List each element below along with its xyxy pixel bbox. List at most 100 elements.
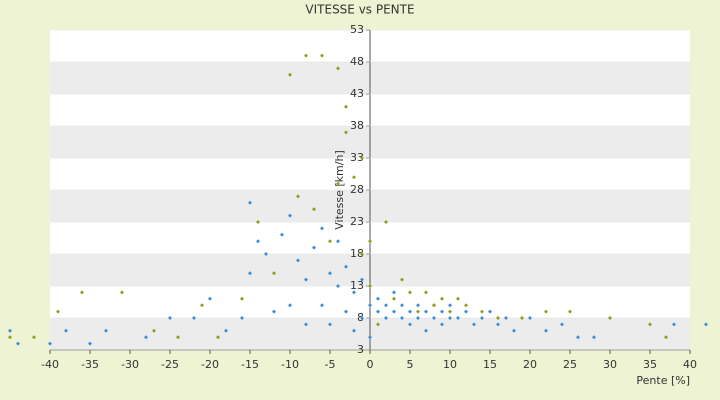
point bbox=[400, 277, 404, 282]
point bbox=[480, 309, 484, 314]
point bbox=[448, 309, 452, 314]
point bbox=[312, 245, 316, 250]
point bbox=[368, 335, 372, 340]
y-tick-label: 3 bbox=[357, 343, 364, 356]
point bbox=[288, 213, 292, 218]
point bbox=[504, 316, 508, 320]
point bbox=[376, 309, 380, 314]
point bbox=[384, 316, 388, 320]
x-tick-label: -25 bbox=[161, 358, 179, 371]
point bbox=[368, 284, 372, 288]
point bbox=[408, 309, 412, 314]
point bbox=[344, 130, 348, 135]
point bbox=[512, 328, 516, 333]
point bbox=[344, 309, 348, 314]
point bbox=[200, 303, 204, 308]
point bbox=[32, 335, 36, 340]
point bbox=[304, 277, 308, 282]
point bbox=[296, 194, 300, 199]
point bbox=[432, 316, 436, 320]
point bbox=[256, 239, 260, 244]
y-tick-label: 23 bbox=[350, 215, 364, 228]
chart-title: VITESSE vs PENTE bbox=[305, 3, 414, 17]
point bbox=[288, 303, 292, 308]
point bbox=[400, 303, 404, 308]
point bbox=[360, 252, 364, 256]
point bbox=[560, 322, 564, 327]
x-tick-label: 35 bbox=[643, 358, 657, 371]
y-tick-label: 43 bbox=[350, 87, 364, 100]
point bbox=[392, 290, 396, 295]
point bbox=[440, 309, 444, 314]
point bbox=[344, 104, 348, 109]
x-axis-label: Pente [%] bbox=[636, 374, 690, 387]
point bbox=[368, 303, 372, 308]
point bbox=[272, 271, 276, 276]
point bbox=[672, 322, 676, 327]
point bbox=[592, 335, 596, 340]
y-tick-label: 18 bbox=[350, 247, 364, 260]
x-tick-label: 0 bbox=[367, 358, 374, 371]
point bbox=[704, 322, 708, 327]
point bbox=[352, 290, 356, 295]
point bbox=[520, 316, 524, 320]
point bbox=[248, 200, 252, 205]
point bbox=[448, 303, 452, 308]
point bbox=[168, 316, 172, 320]
x-tick-label: -15 bbox=[241, 358, 259, 371]
point bbox=[320, 53, 324, 58]
point bbox=[216, 335, 220, 340]
point bbox=[336, 284, 340, 288]
point bbox=[16, 341, 20, 346]
point bbox=[400, 316, 404, 320]
point bbox=[344, 264, 348, 269]
point bbox=[416, 316, 420, 320]
point bbox=[376, 322, 380, 327]
point bbox=[240, 296, 244, 301]
point bbox=[376, 296, 380, 301]
y-tick-label: 28 bbox=[350, 183, 364, 196]
point bbox=[352, 328, 356, 333]
point bbox=[328, 271, 332, 276]
point bbox=[408, 322, 412, 327]
point bbox=[424, 290, 428, 295]
y-tick-label: 38 bbox=[350, 119, 364, 132]
point bbox=[408, 290, 412, 295]
x-tick-label: -10 bbox=[281, 358, 299, 371]
point bbox=[192, 316, 196, 320]
point bbox=[288, 72, 292, 77]
point bbox=[240, 316, 244, 320]
x-tick-label: 5 bbox=[407, 358, 414, 371]
point bbox=[464, 309, 468, 314]
point bbox=[496, 322, 500, 327]
point bbox=[64, 328, 68, 333]
y-tick-label: 13 bbox=[350, 279, 364, 292]
point bbox=[472, 322, 476, 327]
x-tick-label: 40 bbox=[683, 358, 697, 371]
point bbox=[80, 290, 84, 295]
point bbox=[304, 53, 308, 58]
point bbox=[416, 303, 420, 308]
point bbox=[480, 316, 484, 320]
point bbox=[496, 316, 500, 320]
point bbox=[328, 322, 332, 327]
point bbox=[304, 322, 308, 327]
point bbox=[176, 335, 180, 340]
point bbox=[568, 309, 572, 314]
point bbox=[416, 309, 420, 314]
point bbox=[360, 277, 364, 282]
x-tick-label: -5 bbox=[325, 358, 336, 371]
y-tick-label: 48 bbox=[350, 55, 364, 68]
point bbox=[440, 322, 444, 327]
point bbox=[456, 296, 460, 301]
point bbox=[336, 239, 340, 244]
point bbox=[544, 328, 548, 333]
x-tick-label: 30 bbox=[603, 358, 617, 371]
point bbox=[456, 316, 460, 320]
point bbox=[648, 322, 652, 327]
point bbox=[208, 296, 212, 301]
point bbox=[256, 220, 260, 224]
point bbox=[424, 309, 428, 314]
point bbox=[392, 309, 396, 314]
